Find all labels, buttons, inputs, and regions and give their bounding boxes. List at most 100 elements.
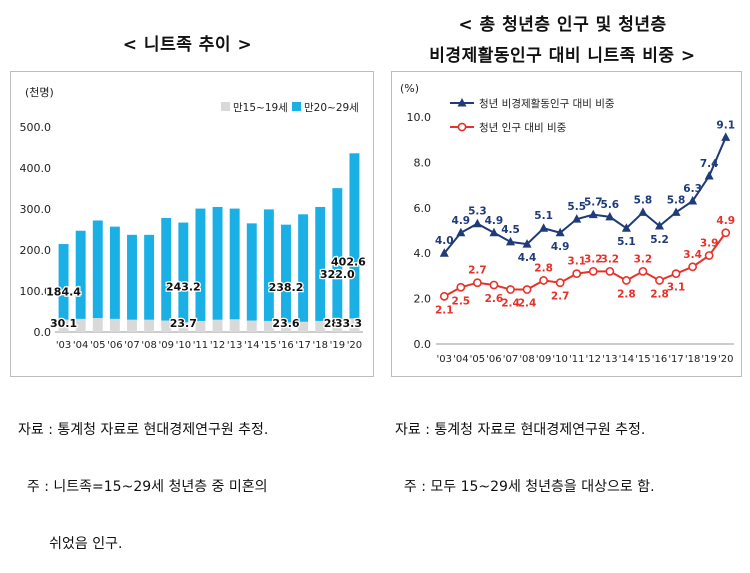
bar-age-20-29 <box>229 208 240 320</box>
left-note-line: 자료 : 통계청 자료로 현대경제연구원 추정. <box>18 422 269 438</box>
bar-age-20-29 <box>127 234 137 320</box>
neet-trend-bar-svg: (천명)0.0100.0200.0300.0400.0500.0'03'04'0… <box>20 85 368 351</box>
red-series-point <box>721 228 731 238</box>
x-tick-label: '17 <box>295 340 310 351</box>
navy-series-point <box>539 223 549 232</box>
x-tick-label: '19 <box>330 340 345 351</box>
data-label: 184.4 <box>46 285 81 298</box>
bar-age-20-29 <box>92 220 103 319</box>
navy-series-point <box>555 227 565 237</box>
neet-share-line-svg: (%) 0.0 2.0 4.0 6.0 8.0 10.0 '03'04'05'06'07'08… <box>400 82 735 365</box>
left-note-line: 쉬었음 인구. <box>18 536 123 552</box>
red-series-point <box>506 285 515 294</box>
right-chart-title-line1: < 총 청년층 인구 및 청년층 <box>458 15 667 35</box>
x-tick-label: '05 <box>90 340 105 351</box>
x-tick-label: '11 <box>193 340 208 351</box>
bar-age-20-29 <box>58 244 69 320</box>
red-series-data-label: 3.2 <box>584 253 603 265</box>
x-tick-label: '08 <box>141 340 156 351</box>
navy-series-data-label: 9.1 <box>716 119 735 131</box>
bar-age-20-29 <box>109 226 120 319</box>
red-series-point <box>539 276 549 285</box>
navy-series-point <box>522 239 532 248</box>
right-chart-title-line2: 비경제활동인구 대비 니트족 비중 > <box>429 46 696 66</box>
right-source-notes: 자료 : 통계청 자료로 현대경제연구원 추정. 주 : 모두 15~29세 청… <box>395 383 655 516</box>
x-tick-label: '15 <box>635 354 650 365</box>
data-label: 402.6 <box>331 256 366 269</box>
red-series-point <box>572 269 582 279</box>
x-tick-label: '07 <box>503 354 518 365</box>
bar-age-20-29 <box>332 188 343 321</box>
legend-label-navy: 청년 비경제활동인구 대비 비중 <box>479 97 615 110</box>
x-tick-label: '13 <box>602 354 617 365</box>
bar-age-20-29 <box>75 230 86 319</box>
red-series-data-label: 2.6 <box>485 293 504 305</box>
bar-age-15-19 <box>144 319 155 332</box>
bar-age-20-29 <box>178 222 189 323</box>
navy-series-data-label: 5.2 <box>650 234 669 246</box>
bar-age-15-19 <box>229 319 240 332</box>
navy-series-point <box>456 227 466 237</box>
x-tick-label: '09 <box>158 340 173 351</box>
red-series-data-label: 3.2 <box>601 253 620 265</box>
x-tick-label: '08 <box>519 354 534 365</box>
x-tick-label: '04 <box>453 354 468 365</box>
red-series-point <box>522 285 532 294</box>
x-tick-label: '12 <box>586 354 601 365</box>
navy-series-data-label: 5.8 <box>667 194 686 206</box>
navy-series-data-label: 5.1 <box>617 236 636 248</box>
y-tick-label: 6.0 <box>414 202 432 215</box>
data-label: 23.7 <box>170 317 197 330</box>
red-series-data-label: 2.4 <box>518 298 537 310</box>
neet-trend-chart: (천명) 0.0 100.0 200.0 300.0 400.0 500.0'03'04'0… <box>10 71 374 377</box>
x-tick-label: '13 <box>227 340 242 351</box>
bar-age-20-29 <box>195 208 206 321</box>
x-tick-label: '15 <box>261 340 276 351</box>
bar-age-15-19 <box>178 322 189 332</box>
data-label: 23.6 <box>272 317 299 330</box>
data-label: 33.3 <box>335 317 362 330</box>
red-series-point <box>704 251 714 260</box>
navy-series-point <box>605 211 615 221</box>
x-tick-label: '10 <box>552 354 567 365</box>
x-tick-label: '12 <box>210 340 225 351</box>
red-series-data-label: 2.8 <box>534 262 553 274</box>
red-series-point <box>472 278 482 288</box>
x-tick-label: '10 <box>176 340 191 351</box>
bar-age-15-19 <box>349 318 360 332</box>
red-series-point <box>638 266 648 276</box>
left-note-line: 주 : 니트족=15~29세 청년층 중 미혼의 <box>18 479 268 495</box>
bar-age-15-19 <box>92 318 103 332</box>
right-note-line: 주 : 모두 15~29세 청년층을 대상으로 함. <box>395 479 655 495</box>
y-tick-label: 4.0 <box>414 247 432 260</box>
y-tick-label: 300.0 <box>20 203 52 216</box>
y-tick-label: 0.0 <box>414 338 432 351</box>
right-note-line: 자료 : 통계청 자료로 현대경제연구원 추정. <box>395 422 646 438</box>
data-label: 30.1 <box>50 317 77 330</box>
y-tick-label: 100.0 <box>20 285 52 298</box>
red-series-point <box>655 276 664 285</box>
bar-age-20-29 <box>281 224 291 323</box>
x-tick-label: '09 <box>536 354 551 365</box>
navy-series-point <box>439 248 449 257</box>
bar-age-15-19 <box>332 320 343 332</box>
navy-series-point <box>638 207 648 216</box>
navy-series-data-label: 4.9 <box>551 241 570 253</box>
bar-age-20-29 <box>298 214 309 322</box>
bar-age-15-19 <box>195 320 206 332</box>
red-series-data-label: 2.7 <box>468 265 487 277</box>
x-tick-label: '11 <box>569 354 584 365</box>
x-tick-label: '20 <box>718 354 733 365</box>
navy-series-point <box>655 220 664 230</box>
y-tick-label: 500.0 <box>20 121 52 134</box>
red-series-data-label: 3.2 <box>634 253 653 265</box>
navy-series-data-label: 5.5 <box>567 201 586 213</box>
navy-series-data-label: 4.9 <box>452 215 471 227</box>
red-series-data-label: 2.8 <box>650 288 669 300</box>
bar-age-15-19 <box>127 319 137 332</box>
red-series-point <box>621 276 631 285</box>
y-unit-label: (%) <box>400 82 419 95</box>
red-series-data-label: 2.8 <box>617 288 636 300</box>
bar-age-20-29 <box>246 223 257 321</box>
bar-age-20-29 <box>161 218 172 321</box>
